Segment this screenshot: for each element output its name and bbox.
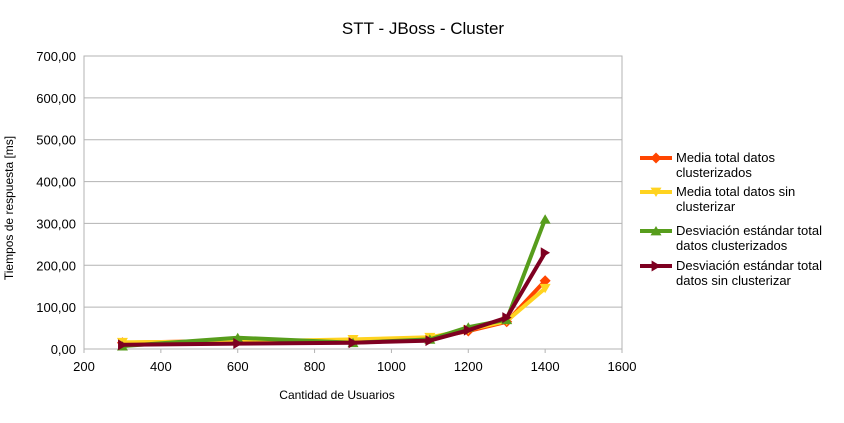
legend-swatch-marker [650, 187, 662, 197]
y-tick-label: 700,00 [36, 49, 76, 64]
x-tick-label: 200 [73, 359, 95, 374]
x-axis-label: Cantidad de Usuarios [279, 388, 394, 402]
y-tick-label: 200,00 [36, 258, 76, 273]
legend-swatch-marker [650, 152, 662, 164]
x-tick-label: 400 [150, 359, 172, 374]
x-tick-label: 1200 [454, 359, 483, 374]
data-point [539, 283, 551, 294]
data-point [118, 339, 128, 351]
legend-label: clusterizar [676, 199, 736, 214]
legend-label: Desviación estándar total [676, 223, 822, 238]
x-tick-label: 1000 [377, 359, 406, 374]
legend-label: Desviación estándar total [676, 258, 822, 273]
x-tick-label: 1600 [608, 359, 637, 374]
legend-swatch-marker [650, 226, 662, 236]
data-point [463, 324, 474, 336]
data-point [233, 338, 243, 350]
y-axis-label: Tiempos de respuesta [ms] [2, 136, 16, 280]
series-group [116, 214, 551, 351]
data-point [425, 335, 435, 347]
x-tick-label: 600 [227, 359, 249, 374]
legend-swatch-marker [651, 260, 661, 272]
y-tick-label: 400,00 [36, 175, 76, 190]
x-tick-label: 800 [304, 359, 326, 374]
data-point [539, 275, 551, 287]
y-tick-label: 600,00 [36, 91, 76, 106]
data-point [502, 312, 512, 324]
series-4 [118, 247, 551, 351]
legend-label: datos clusterizados [676, 238, 788, 253]
legend-label: Media total datos [676, 150, 776, 165]
y-tick-label: 500,00 [36, 133, 76, 148]
chart-title: STT - JBoss - Cluster [342, 19, 504, 38]
legend-label: clusterizados [676, 165, 752, 180]
y-tick-label: 100,00 [36, 300, 76, 315]
data-point [540, 247, 551, 259]
data-point [348, 337, 358, 349]
y-tick-label: 300,00 [36, 216, 76, 231]
legend-label: Media total datos sin [676, 184, 795, 199]
y-tick-labels: 0,00 100,00 200,00 300,00 400,00 500,00 600,00… [36, 49, 76, 357]
legend-label: datos sin clusterizar [676, 273, 792, 288]
plot-area [83, 55, 623, 350]
y-tick-label: 0,00 [51, 342, 76, 357]
gridlines [84, 55, 622, 308]
data-point [539, 214, 551, 224]
x-tick-labels: 200 400 600 800 1000 1200 1400 1600 [73, 349, 636, 374]
x-tick-label: 1400 [531, 359, 560, 374]
